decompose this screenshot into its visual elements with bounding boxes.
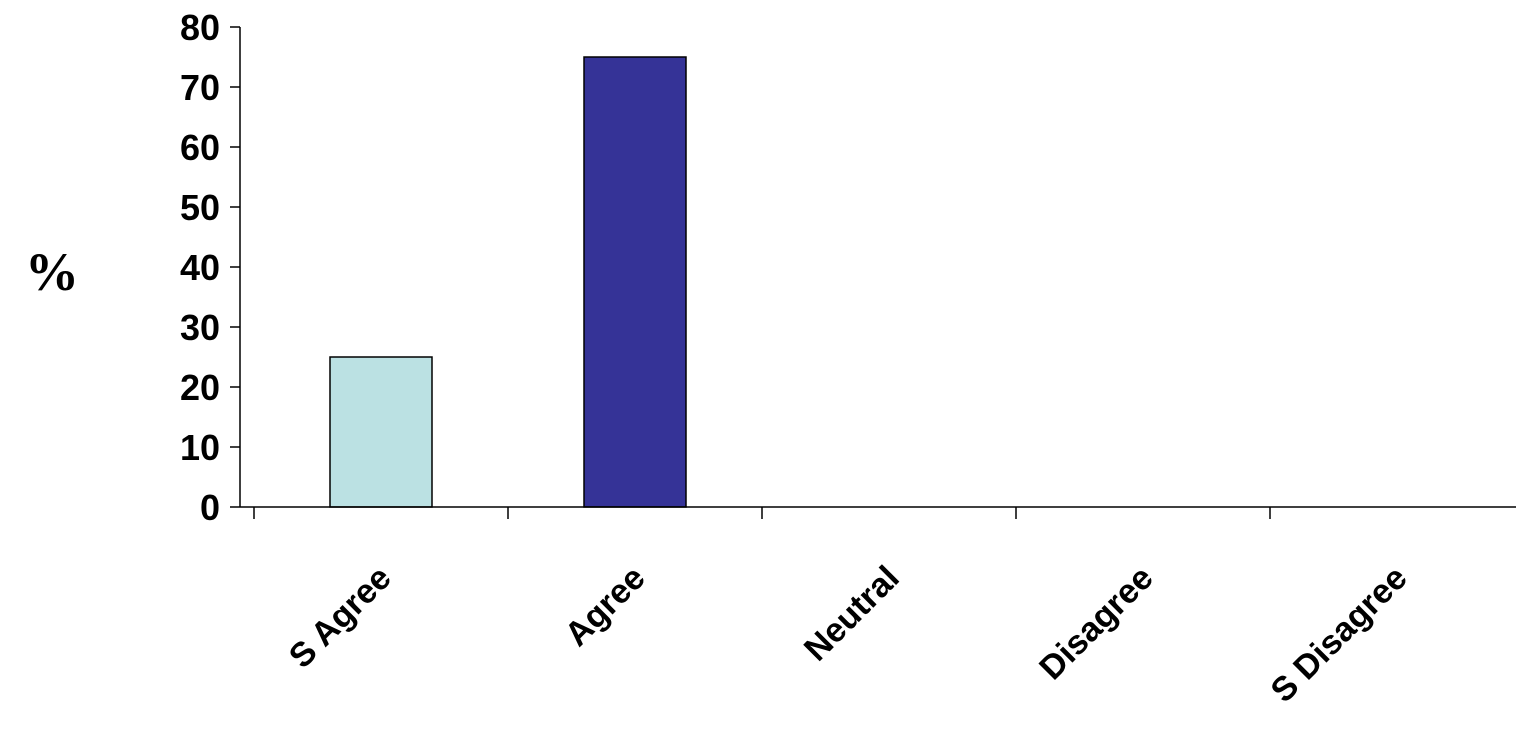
y-tick-label: 20 [180, 367, 220, 408]
x-category-label: Neutral [797, 559, 907, 669]
y-tick-label: 70 [180, 67, 220, 108]
x-category-label: Disagree [1032, 559, 1160, 687]
y-tick-label: 10 [180, 427, 220, 468]
x-category-label: Agree [558, 559, 653, 654]
x-axis: S Agree Agree Neutral Disagree S Disagree [240, 506, 1516, 710]
y-tick-label: 40 [180, 247, 220, 288]
y-tick-label: 30 [180, 307, 220, 348]
y-tick-label: 80 [180, 7, 220, 48]
x-category-label: S Agree [282, 559, 399, 676]
y-axis-title: % [25, 242, 79, 302]
x-category-label: S Disagree [1264, 559, 1415, 710]
y-tick-label: 50 [180, 187, 220, 228]
bar-agree [583, 56, 687, 508]
y-axis: 0 10 20 30 40 50 60 70 80 [180, 7, 241, 528]
y-tick-label: 60 [180, 127, 220, 168]
bar-s-agree [329, 356, 433, 508]
bars [329, 56, 687, 508]
y-tick-label: 0 [200, 487, 220, 528]
